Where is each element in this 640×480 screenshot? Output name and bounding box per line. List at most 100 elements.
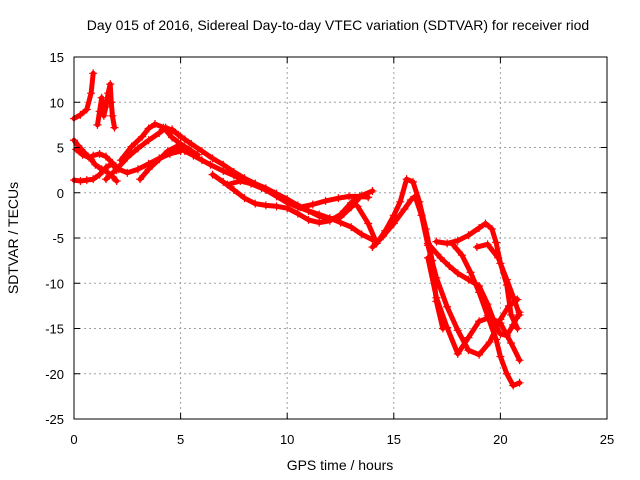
series-track-2 [93,80,119,132]
data-point [443,239,452,248]
x-tick-label: 10 [280,432,294,447]
data-point [475,288,484,297]
series-line [425,255,523,363]
data-point [82,176,91,185]
data-point [89,69,98,78]
series-line [451,242,523,388]
data-point [295,203,304,212]
series-track-14 [432,219,522,333]
y-tick-label: 10 [50,95,64,110]
y-tick-label: -15 [45,322,64,337]
data-point [133,144,142,153]
series-track-17 [423,253,524,365]
data-series [70,69,524,390]
data-point [106,80,115,89]
y-tick-label: -5 [52,231,64,246]
grid-lines [74,57,607,419]
data-point [445,262,454,271]
series-line [95,81,117,131]
y-tick-label: 0 [57,186,64,201]
data-point [163,147,172,156]
data-point [472,243,481,252]
x-tick-label: 5 [177,432,184,447]
data-point [123,168,132,177]
data-point [101,163,110,172]
data-point [364,219,373,228]
data-point [336,210,345,219]
data-point [464,333,473,342]
data-point [108,158,117,167]
data-point [136,175,145,184]
y-tick-label: -25 [45,412,64,427]
data-point [325,216,334,225]
data-point [432,237,441,246]
data-point [368,243,377,252]
y-tick-label: -10 [45,276,64,291]
y-tick-label: 5 [57,141,64,156]
data-point [104,89,113,98]
data-point [411,192,420,201]
data-point [168,125,177,134]
data-point [389,211,398,220]
data-point [443,323,452,332]
x-axis-label: GPS time / hours [287,457,394,473]
data-point [513,324,522,333]
series-track-10 [208,170,377,227]
data-point [357,230,366,239]
data-point [509,320,518,329]
data-point [116,156,125,165]
data-point [492,238,501,247]
series-track-1 [70,69,98,123]
data-point [272,202,281,211]
data-point [334,194,343,203]
data-point [89,175,98,184]
series-line [71,70,96,121]
data-point [515,310,524,319]
data-point [176,132,185,141]
data-point [464,346,473,355]
x-tick-label: 25 [600,432,614,447]
data-point [475,350,484,359]
data-point [101,102,110,111]
data-point [223,180,232,189]
y-axis-label: SDTVAR / TECUs [5,182,21,294]
data-point [197,147,206,156]
data-point [396,197,405,206]
data-point [379,232,388,241]
data-point [219,177,228,186]
data-point [206,160,215,169]
data-point [110,123,119,132]
data-point [127,142,136,151]
data-point [347,198,356,207]
data-point [408,177,417,186]
data-point [453,269,462,278]
data-point [308,200,317,209]
data-point [101,175,110,184]
data-point [240,194,249,203]
series-track-11 [223,176,373,212]
data-point [91,160,100,169]
y-tick-label: -20 [45,367,64,382]
data-point [172,142,181,151]
chart-title: Day 015 of 2016, Sidereal Day-to-day VTE… [87,17,589,33]
x-tick-label: 0 [70,432,77,447]
data-point [261,201,270,210]
data-point [293,209,302,218]
data-point [481,219,490,228]
data-point [400,205,409,214]
data-point [423,239,432,248]
data-point [496,329,505,338]
y-tick-label: 15 [50,50,64,65]
data-point [95,149,104,158]
data-point [155,129,164,138]
y-axis-ticks: 15 10 5 0 -5 -10 -15 -20 -25 [45,50,607,427]
data-point [95,170,104,179]
data-point [95,107,104,116]
data-point [417,211,426,220]
data-point [208,154,217,163]
x-tick-label: 15 [387,432,401,447]
data-point [155,155,164,164]
data-point [509,381,518,390]
data-point [168,133,177,142]
